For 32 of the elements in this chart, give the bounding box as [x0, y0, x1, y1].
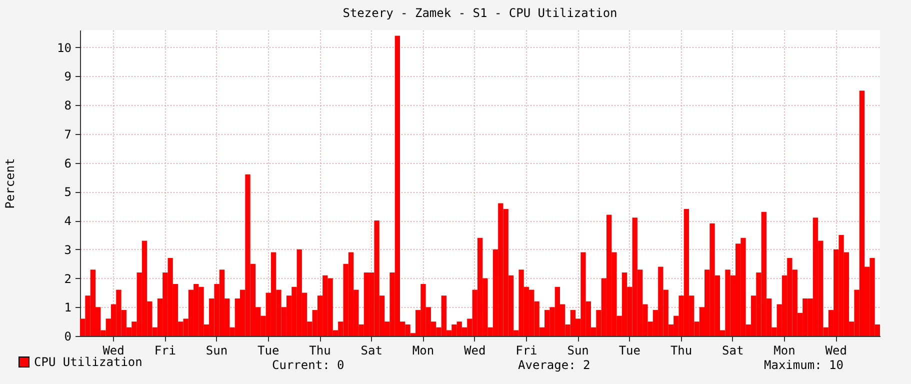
x-tick-label: Mon: [774, 344, 796, 358]
x-tick-label: Sun: [567, 344, 589, 358]
x-tick-label: Fri: [516, 344, 538, 358]
y-tick-label: 2: [64, 272, 72, 286]
x-tick-label: Mon: [412, 344, 434, 358]
y-tick-label: 5: [64, 185, 72, 200]
x-tick-label: Wed: [102, 344, 124, 358]
x-tick-label: Wed: [464, 344, 486, 358]
chart-title: Stezery - Zamek - S1 - CPU Utilization: [342, 6, 618, 20]
x-tick-label: Thu: [309, 344, 331, 358]
y-tick-label: 8: [64, 98, 72, 113]
y-tick-label: 1: [64, 300, 72, 315]
y-tick-label: 10: [57, 40, 72, 55]
text: Average: 2: [518, 358, 590, 372]
y-axis-title: Percent: [3, 158, 18, 209]
x-tick-label: Sun: [206, 344, 228, 358]
y-tick-label: 0: [64, 330, 72, 344]
y-tick-label: 3: [64, 242, 72, 257]
y-tick-label: 7: [64, 127, 72, 142]
x-tick-label: Tue: [258, 344, 280, 358]
legend-label: CPU Utilization: [34, 355, 142, 369]
y-tick-label: 9: [64, 70, 72, 84]
x-tick-label: Fri: [154, 344, 176, 358]
x-tick-label: Sat: [360, 344, 382, 358]
y-tick-label: 4: [64, 214, 72, 228]
x-tick-label: Tue: [618, 344, 641, 358]
x-tick-label: Wed: [825, 344, 847, 358]
text: Maximum: 10: [764, 358, 844, 372]
x-tick-label: Sat: [722, 344, 744, 358]
y-tick-label: 6: [64, 156, 72, 170]
text: Current: 0: [272, 358, 344, 372]
x-tick-label: Thu: [670, 344, 692, 358]
